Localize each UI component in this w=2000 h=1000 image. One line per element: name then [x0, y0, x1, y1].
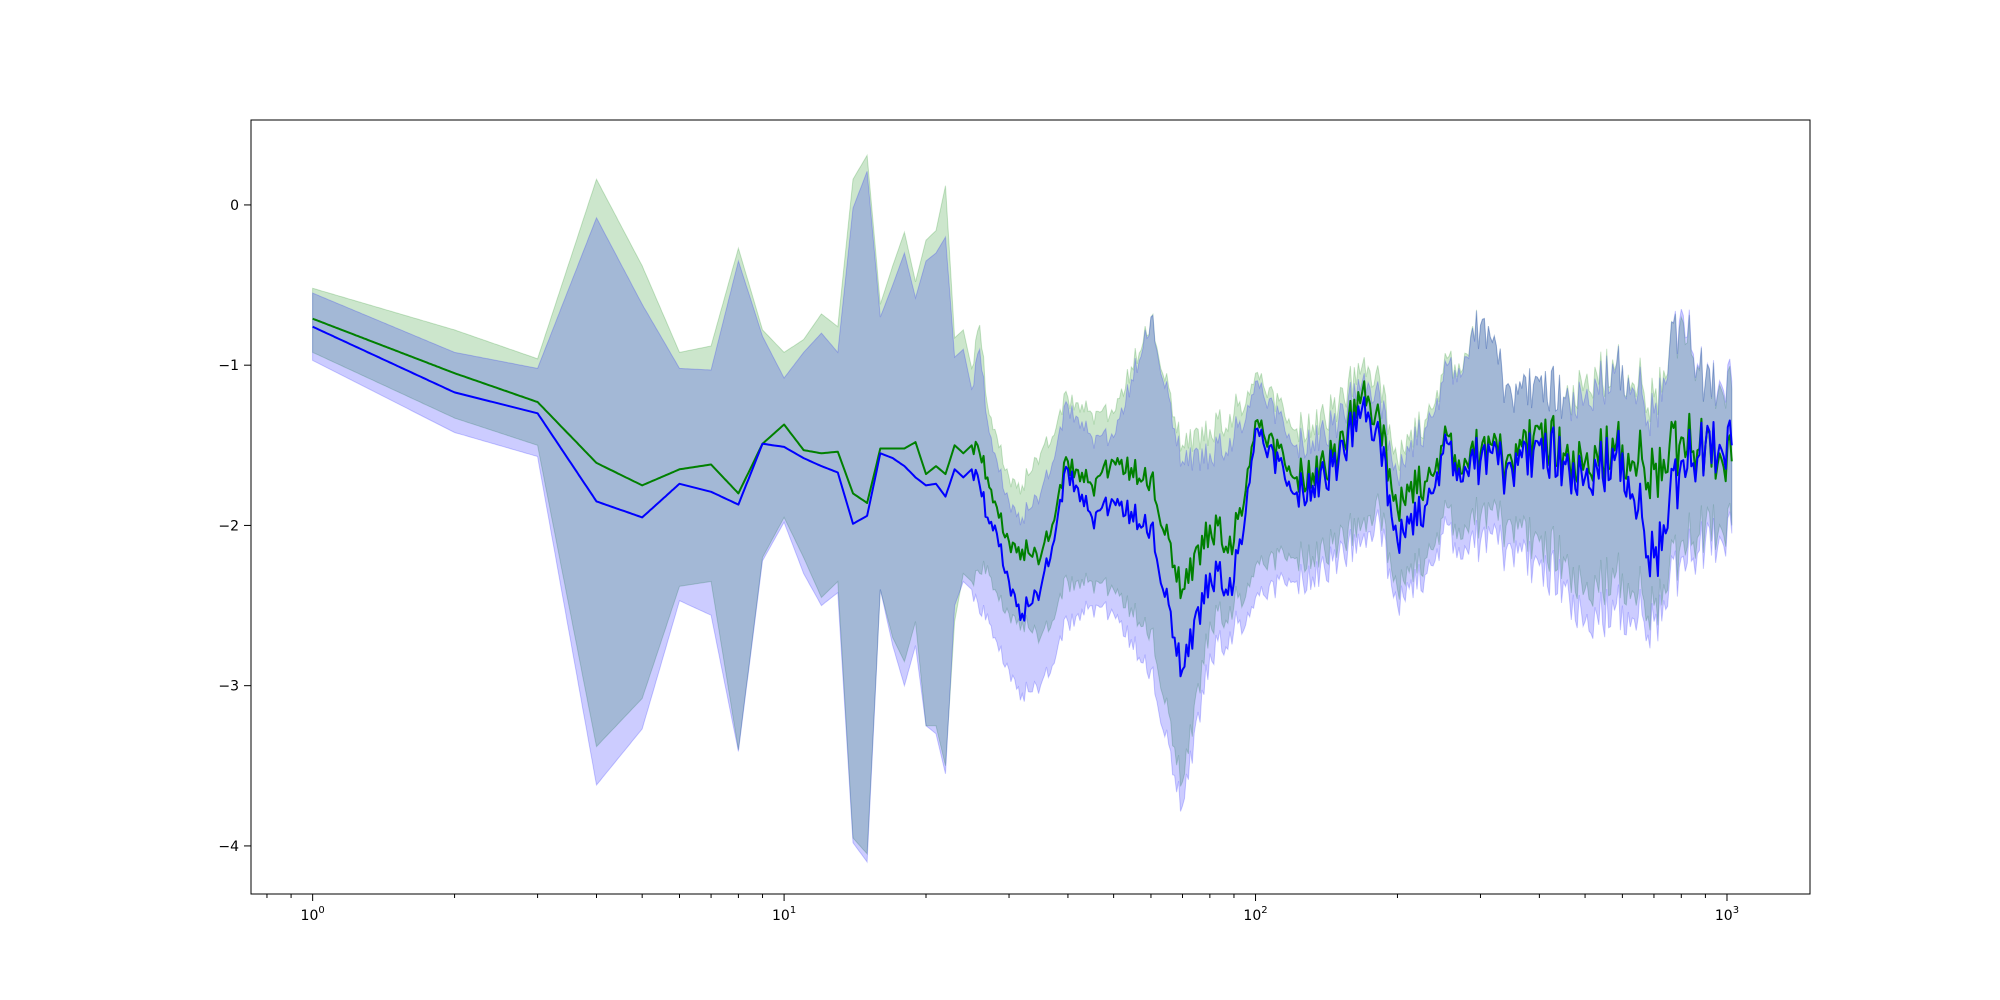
confidence-bands	[312, 153, 1733, 864]
plot-frame	[250, 119, 1811, 895]
y-tick-label-0: 0	[230, 198, 239, 214]
x-tick-label-2: 102	[1243, 905, 1267, 924]
y-axis: 0 −1 −2 −3 −4	[218, 198, 251, 855]
y-tick-label-4: −4	[218, 839, 239, 855]
plot-area	[251, 120, 1810, 894]
series-2-band	[312, 171, 1733, 864]
x-axis: 100 101 102 103	[266, 894, 1739, 924]
x-tick-label-0: 100	[301, 905, 325, 924]
series-2-line	[312, 325, 1733, 678]
y-tick-label-2: −2	[218, 518, 239, 534]
series-1-band	[312, 153, 1733, 856]
series-1-line	[312, 317, 1733, 600]
series-lines	[312, 317, 1733, 678]
x-tick-label-1: 101	[772, 905, 796, 924]
x-tick-label-3: 103	[1715, 905, 1739, 924]
y-tick-label-3: −3	[218, 679, 239, 695]
y-tick-label-1: −1	[218, 358, 239, 374]
